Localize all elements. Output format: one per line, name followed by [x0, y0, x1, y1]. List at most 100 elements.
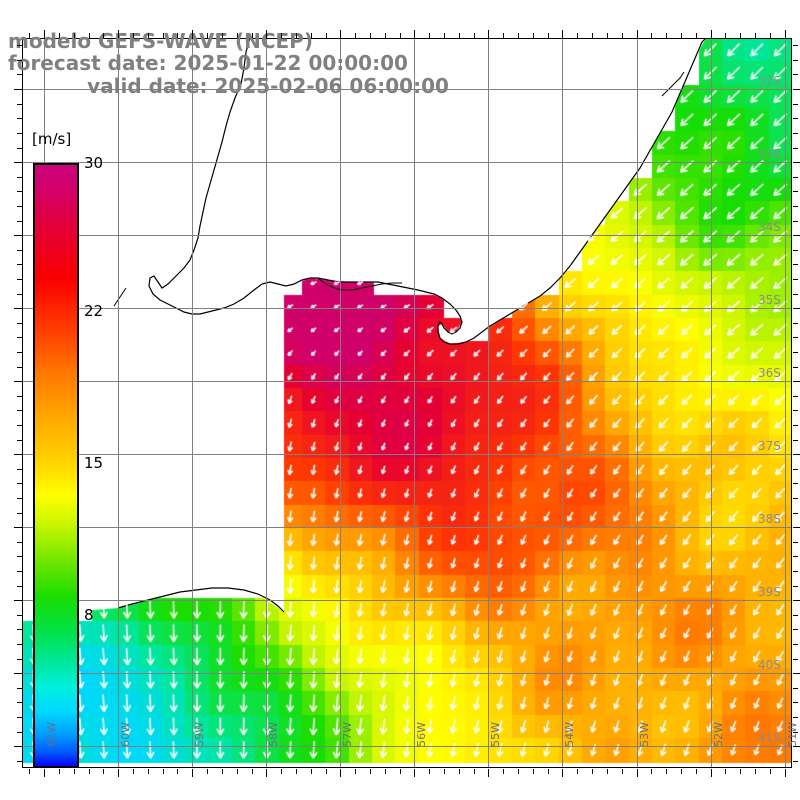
tick-left — [17, 396, 22, 397]
tick-top — [622, 33, 623, 38]
tick-bottom — [133, 769, 134, 774]
tick-top — [340, 30, 341, 38]
tick-top — [222, 33, 223, 38]
tick-right — [793, 235, 800, 236]
tick-bottom — [681, 769, 682, 774]
tick-right — [793, 702, 798, 703]
tick-right — [793, 454, 800, 455]
tick-left — [17, 469, 22, 470]
longitude-label-51W: 51W — [785, 722, 799, 747]
tick-right — [793, 206, 798, 207]
latitude-label-39S: 39S — [758, 585, 781, 600]
tick-top — [74, 33, 75, 38]
tick-left — [17, 513, 22, 514]
tick-left — [17, 571, 22, 572]
tick-left — [14, 308, 22, 309]
tick-top — [29, 33, 30, 38]
tick-top — [444, 33, 445, 38]
latitude-label-35S: 35S — [758, 293, 781, 308]
tick-top — [207, 33, 208, 38]
colorbar[interactable] — [33, 163, 79, 768]
tick-top — [681, 33, 682, 38]
tick-bottom — [696, 769, 697, 774]
tick-right — [793, 279, 798, 280]
colorbar-tick-30: 30 — [84, 154, 104, 172]
tick-right — [793, 556, 798, 557]
tick-left — [17, 629, 22, 630]
tick-bottom — [103, 769, 104, 774]
tick-top — [696, 33, 697, 38]
tick-top — [89, 33, 90, 38]
tick-top — [503, 33, 504, 38]
tick-bottom — [651, 769, 652, 774]
tick-left — [17, 367, 22, 368]
longitude-label-59W: 59W — [193, 722, 207, 747]
colorbar-unit-label: [m/s] — [32, 130, 72, 148]
tick-top — [311, 33, 312, 38]
graticule-parallel — [22, 235, 792, 236]
tick-right — [793, 410, 798, 411]
colorbar-tick-22: 22 — [84, 301, 104, 320]
tick-right — [793, 483, 798, 484]
tick-bottom — [74, 769, 75, 774]
tick-left — [17, 279, 22, 280]
tick-top — [740, 33, 741, 38]
tick-right — [793, 527, 800, 528]
tick-right — [793, 367, 798, 368]
graticule-parallel — [22, 381, 792, 382]
tick-top — [651, 33, 652, 38]
tick-left — [14, 454, 22, 455]
tick-right — [793, 45, 798, 46]
tick-bottom — [385, 769, 386, 774]
tick-top — [414, 30, 415, 38]
longitude-label-60W: 60W — [119, 722, 133, 747]
tick-right — [793, 673, 800, 674]
tick-right — [793, 250, 798, 251]
tick-bottom — [118, 769, 119, 777]
tick-right — [793, 542, 798, 543]
tick-bottom — [459, 769, 460, 774]
longitude-label-61W: 61W — [45, 722, 59, 747]
tick-bottom — [503, 769, 504, 774]
tick-left — [17, 483, 22, 484]
tick-right — [793, 323, 798, 324]
tick-bottom — [637, 769, 638, 777]
tick-bottom — [148, 769, 149, 774]
tick-bottom — [237, 769, 238, 774]
graticule-meridian — [785, 38, 786, 768]
graticule-meridian — [562, 38, 563, 768]
tick-bottom — [400, 769, 401, 774]
tick-left — [14, 746, 22, 747]
tick-bottom — [281, 769, 282, 774]
tick-top — [148, 33, 149, 38]
tick-bottom — [370, 769, 371, 774]
longitude-label-55W: 55W — [489, 722, 503, 747]
tick-bottom — [548, 769, 549, 774]
tick-top — [385, 33, 386, 38]
tick-right — [793, 308, 800, 309]
tick-left — [17, 702, 22, 703]
tick-top — [163, 33, 164, 38]
tick-top — [459, 33, 460, 38]
tick-left — [17, 74, 22, 75]
latitude-label-34S: 34S — [758, 220, 781, 235]
graticule-parallel — [22, 527, 792, 528]
tick-bottom — [163, 769, 164, 774]
tick-bottom — [666, 769, 667, 774]
tick-left — [17, 104, 22, 105]
latitude-label-32S: 32S — [758, 74, 781, 89]
tick-top — [755, 33, 756, 38]
tick-bottom — [192, 769, 193, 777]
tick-bottom — [474, 769, 475, 774]
tick-bottom — [488, 769, 489, 777]
graticule-meridian — [118, 38, 119, 768]
map-plot-area[interactable] — [22, 38, 792, 768]
longitude-label-56W: 56W — [415, 722, 429, 747]
tick-top — [281, 33, 282, 38]
tick-left — [14, 673, 22, 674]
tick-right — [793, 688, 798, 689]
tick-top — [59, 33, 60, 38]
tick-right — [793, 571, 798, 572]
latitude-label-33S: 33S — [758, 147, 781, 162]
tick-left — [17, 615, 22, 616]
